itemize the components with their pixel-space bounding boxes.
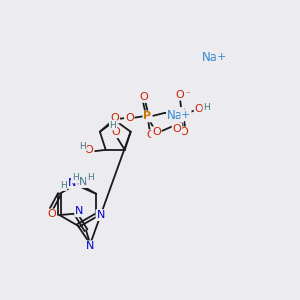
Text: N: N (86, 241, 94, 251)
Text: P: P (178, 108, 186, 118)
Text: H: H (72, 173, 78, 182)
Text: H: H (87, 173, 94, 182)
Text: O: O (172, 124, 182, 134)
Text: H: H (60, 181, 67, 190)
Text: Na: Na (167, 109, 183, 122)
Text: N: N (79, 177, 88, 187)
Text: O: O (47, 209, 56, 220)
Text: Na: Na (202, 51, 218, 64)
Text: O: O (125, 113, 134, 123)
Text: H: H (80, 142, 86, 151)
Text: N: N (97, 210, 105, 220)
Text: O: O (152, 127, 161, 137)
Text: +: + (217, 52, 226, 62)
Text: ⁻: ⁻ (185, 90, 190, 99)
Text: O: O (180, 127, 188, 137)
Text: O: O (195, 104, 203, 114)
Text: O: O (112, 127, 120, 137)
Text: P: P (143, 111, 152, 122)
Text: O: O (146, 130, 155, 140)
Text: O: O (140, 92, 148, 102)
Text: O: O (176, 90, 184, 100)
Text: N: N (75, 206, 83, 216)
Text: +: + (181, 110, 190, 120)
Text: H: H (203, 103, 210, 112)
Text: H: H (110, 121, 116, 130)
Text: O: O (110, 112, 119, 123)
Text: N: N (68, 178, 77, 188)
Text: O: O (85, 145, 94, 155)
